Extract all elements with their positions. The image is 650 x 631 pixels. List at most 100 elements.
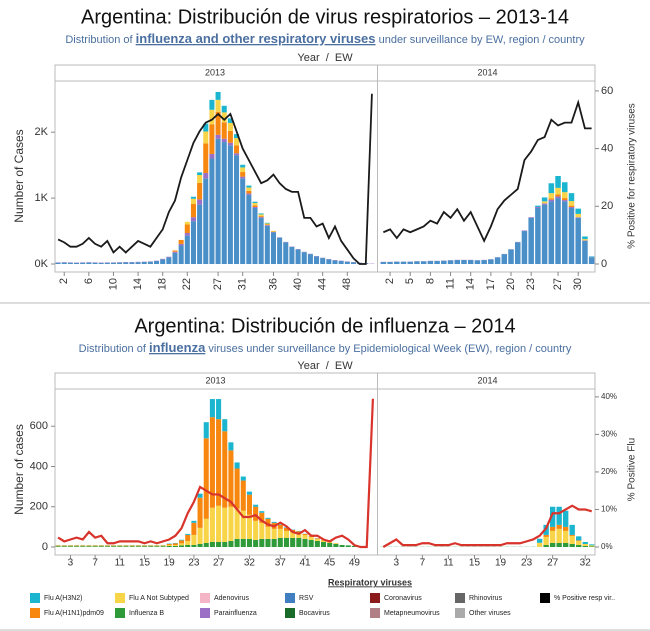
x-tick-label: 14	[465, 278, 477, 290]
x-tick-label: 10	[107, 278, 119, 290]
positivity-line	[382, 504, 593, 548]
bar-segment	[314, 538, 320, 539]
bar-segment	[569, 535, 575, 544]
y2-tick-label: 60	[601, 85, 613, 97]
bar-segment	[265, 517, 271, 519]
bar-segment	[307, 254, 313, 264]
bar-segment	[222, 507, 228, 542]
bar-segment	[258, 214, 264, 217]
bar-segment	[123, 546, 129, 547]
bar-segment	[308, 539, 314, 547]
bar-segment	[394, 261, 400, 264]
bar-segment	[135, 546, 141, 547]
bar-segment	[582, 240, 588, 241]
bar-segment	[575, 217, 581, 264]
bar-segment	[178, 243, 184, 246]
y2-tick-label: 20	[601, 200, 613, 212]
legend-label: Flu A Not Subtyped	[129, 595, 189, 602]
bar-segment	[563, 526, 569, 531]
legend-swatch	[285, 593, 295, 603]
bar-segment	[104, 262, 110, 264]
bar-segment	[191, 520, 197, 523]
bar-segment	[227, 122, 233, 131]
bar-segment	[301, 252, 307, 264]
bar-segment	[209, 153, 215, 159]
bar-segment	[86, 545, 92, 547]
x-tick-label: 20	[505, 278, 517, 290]
bar-segment	[270, 230, 276, 232]
bar-segment	[555, 198, 561, 264]
bar-segment	[234, 134, 240, 139]
x-tick-label: 2	[58, 278, 70, 284]
bar-segment	[259, 522, 265, 539]
bar-segment	[461, 260, 467, 264]
y-axis-label: Number of cases	[12, 424, 26, 515]
bar-segment	[283, 537, 290, 547]
bar-segment	[549, 542, 556, 547]
bar-segment	[92, 546, 98, 547]
bar-segment	[160, 259, 166, 264]
bar-segment	[434, 261, 440, 264]
bar-segment	[184, 235, 190, 264]
bar-segment	[259, 538, 265, 547]
y2-tick-label: 40	[601, 142, 613, 154]
y-tick-label: 2K	[35, 126, 49, 138]
bar-segment	[535, 205, 541, 207]
bar-segment	[185, 540, 191, 545]
legend-label: RSV	[299, 595, 314, 602]
y2-tick-label: 30%	[601, 430, 617, 439]
bar-segment	[234, 138, 240, 146]
bar-segment	[98, 545, 104, 547]
bar-segment	[555, 176, 561, 188]
bar-segment	[209, 158, 215, 264]
bar-segment	[221, 138, 227, 143]
y2-tick-label: 40%	[601, 392, 617, 401]
subtitle-link[interactable]: influenza and other respiratory viruses	[136, 31, 376, 46]
chart-title: Argentina: Distribución de influenza – 2…	[134, 315, 515, 337]
bar-segment	[568, 201, 575, 206]
bar-segment	[240, 176, 246, 179]
bar-segment	[521, 230, 528, 232]
bar-segment	[589, 544, 595, 546]
bar-segment	[80, 546, 86, 547]
bar-segment	[123, 262, 129, 264]
subtitle-link[interactable]: influenza	[149, 340, 206, 355]
bar-segment	[190, 217, 196, 222]
x-tick-label: 15	[469, 558, 481, 569]
bar-segment	[271, 521, 277, 523]
bar-segment	[296, 531, 302, 533]
y2-axis-label: % Positive for respiratory viruses	[627, 103, 638, 249]
bar-segment	[549, 526, 556, 531]
bar-segment	[179, 545, 185, 547]
bar-segment	[302, 533, 308, 535]
bar-segment	[160, 545, 166, 547]
positivity-line	[57, 398, 375, 549]
bar-segment	[227, 130, 233, 143]
bar-segment	[215, 134, 221, 139]
bar-segment	[129, 262, 135, 264]
x-tick-label: 23	[525, 278, 537, 290]
bar-segment	[258, 217, 264, 264]
axis-header: Year / EW	[297, 52, 353, 64]
y-tick-label: 600	[30, 420, 48, 432]
x-tick-label: 23	[521, 558, 533, 569]
bar-segment	[277, 524, 283, 525]
x-tick-label: 17	[485, 278, 497, 290]
bar-segment	[197, 543, 203, 547]
bar-segment	[92, 262, 98, 264]
bar-segment	[228, 450, 234, 507]
bar-segment	[563, 510, 569, 527]
bar-segment	[556, 528, 562, 543]
x-tick-label: 7	[92, 558, 98, 569]
bar-segment	[209, 99, 215, 110]
bar-segment	[184, 233, 190, 236]
bar-segment	[203, 143, 209, 174]
bar-segment	[568, 206, 575, 208]
bar-segment	[221, 142, 227, 264]
bar-segment	[252, 205, 258, 207]
y-tick-label: 400	[30, 460, 48, 472]
bar-segment	[178, 245, 184, 264]
bar-segment	[67, 546, 73, 547]
bar-segment	[582, 240, 588, 264]
bar-segment	[203, 131, 209, 144]
